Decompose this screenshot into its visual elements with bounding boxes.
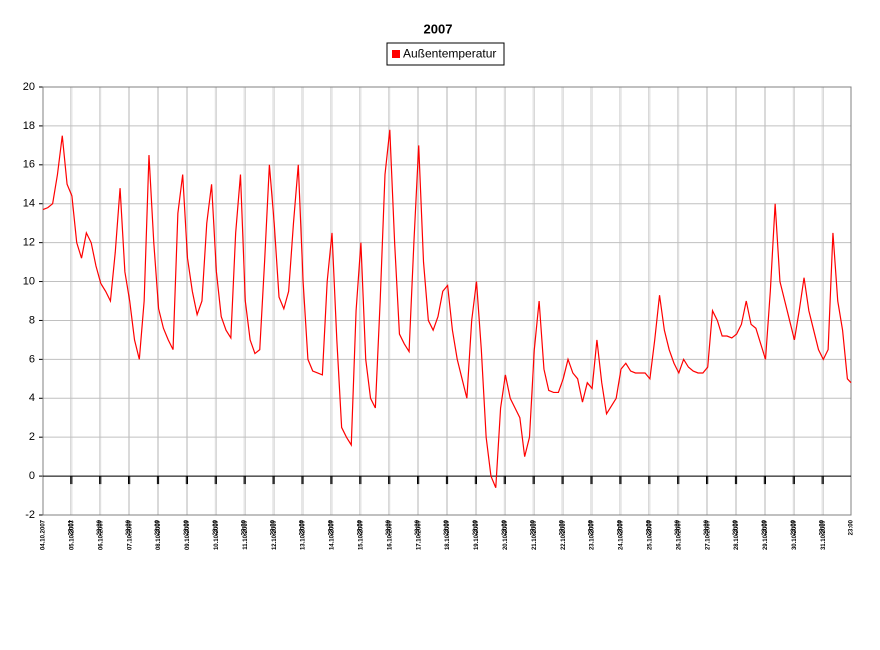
y-tick-label: 10 <box>23 275 35 287</box>
x-tick-label: 23:00 <box>184 519 190 535</box>
x-tick-label: 18.10.2007 <box>445 519 451 550</box>
y-tick-label: 20 <box>23 81 35 93</box>
x-tick-label: 23:00 <box>531 519 537 535</box>
x-tick-label: 23:00 <box>97 519 103 535</box>
x-tick-label: 11.10.2007 <box>243 519 249 549</box>
x-tick-label: 23:00 <box>849 519 855 535</box>
x-tick-label: 23:00 <box>357 519 363 535</box>
x-tick-label: 30.10.2007 <box>792 519 798 550</box>
x-tick-label: 15.10.2007 <box>358 519 364 550</box>
y-tick-label: 14 <box>23 198 35 210</box>
x-tick-label: 23:00 <box>155 519 161 535</box>
x-tick-label: 23.10.2007 <box>590 519 596 550</box>
x-tick-label: 05.10.2007 <box>69 519 75 550</box>
x-tick-label: 26.10.2007 <box>676 519 682 550</box>
x-tick-label: 14.10.2007 <box>330 519 336 550</box>
legend-label: Außentemperatur <box>403 47 496 61</box>
x-tick-label: 17.10.2007 <box>416 519 422 550</box>
chart-title: 2007 <box>424 21 453 36</box>
x-tick-label: 20.10.2007 <box>503 519 509 550</box>
legend-box <box>386 42 505 66</box>
x-tick-label: 23:00 <box>675 519 681 535</box>
x-tick-label: 24.10.2007 <box>619 519 625 550</box>
x-tick-label: 31.10.2007 <box>821 519 827 550</box>
x-tick-label: 23:00 <box>271 519 277 535</box>
y-tick-label: 4 <box>29 392 35 404</box>
x-tick-label: 23:00 <box>299 519 305 535</box>
x-tick-label: 23:00 <box>415 519 421 535</box>
plot-area <box>43 87 851 515</box>
y-tick-label: 8 <box>29 314 35 326</box>
x-tick-label: 23:00 <box>444 519 450 535</box>
x-tick-label: 08.10.2007 <box>156 519 162 550</box>
x-tick-label: 23:00 <box>242 519 248 535</box>
x-tick-label: 27.10.2007 <box>705 519 711 550</box>
x-tick-label: 23:00 <box>646 519 652 535</box>
x-tick-label: 22.10.2007 <box>561 519 567 550</box>
data-line <box>42 129 852 488</box>
legend-swatch <box>392 50 400 58</box>
x-tick-label: 23:00 <box>762 519 768 535</box>
x-tick-label: 10.10.2007 <box>214 519 220 550</box>
x-tick-label: 23:00 <box>502 519 508 535</box>
y-tick-label: 6 <box>29 353 35 365</box>
x-tick-label: 23:00 <box>328 519 334 535</box>
x-tick-label: 28.10.2007 <box>734 519 740 550</box>
x-tick-label: 23:00 <box>560 519 566 535</box>
x-tick-label: 16.10.2007 <box>387 519 393 550</box>
y-tick-label: -2 <box>25 509 35 521</box>
y-tick-label: 0 <box>29 470 35 482</box>
x-tick-label: 23:00 <box>617 519 623 535</box>
x-tick-label: 09.10.2007 <box>185 519 191 550</box>
x-tick-label: 23:00 <box>791 519 797 535</box>
x-tick-label: 25.10.2007 <box>647 519 653 550</box>
x-tick-label: 06.10.2007 <box>98 519 104 550</box>
y-tick-label: 12 <box>23 237 35 249</box>
x-tick-label: 23:00 <box>386 519 392 535</box>
x-tick-label: 19.10.2007 <box>474 519 480 550</box>
x-tick-label: 29.10.2007 <box>763 519 769 550</box>
x-tick-label: 23:00 <box>733 519 739 535</box>
x-tick-label: 23:00 <box>473 519 479 535</box>
y-tick-label: 16 <box>23 159 35 171</box>
x-tick-label: 04.10.2007 <box>41 519 47 550</box>
x-tick-label: 13.10.2007 <box>301 519 307 550</box>
x-tick-label: 23:01 <box>68 519 74 535</box>
plot-border <box>42 86 852 516</box>
x-tick-label: 23:00 <box>126 519 132 535</box>
x-tick-label: 07.10.2007 <box>127 519 133 550</box>
x-tick-label: 23:00 <box>588 519 594 535</box>
x-tick-label: 12.10.2007 <box>272 519 278 550</box>
y-tick-label: 2 <box>29 431 35 443</box>
y-tick-label: 18 <box>23 120 35 132</box>
x-tick-label: 23:00 <box>213 519 219 535</box>
x-tick-label: 23:00 <box>820 519 826 535</box>
x-tick-label: 21.10.2007 <box>532 519 538 550</box>
x-tick-label: 23:00 <box>704 519 710 535</box>
